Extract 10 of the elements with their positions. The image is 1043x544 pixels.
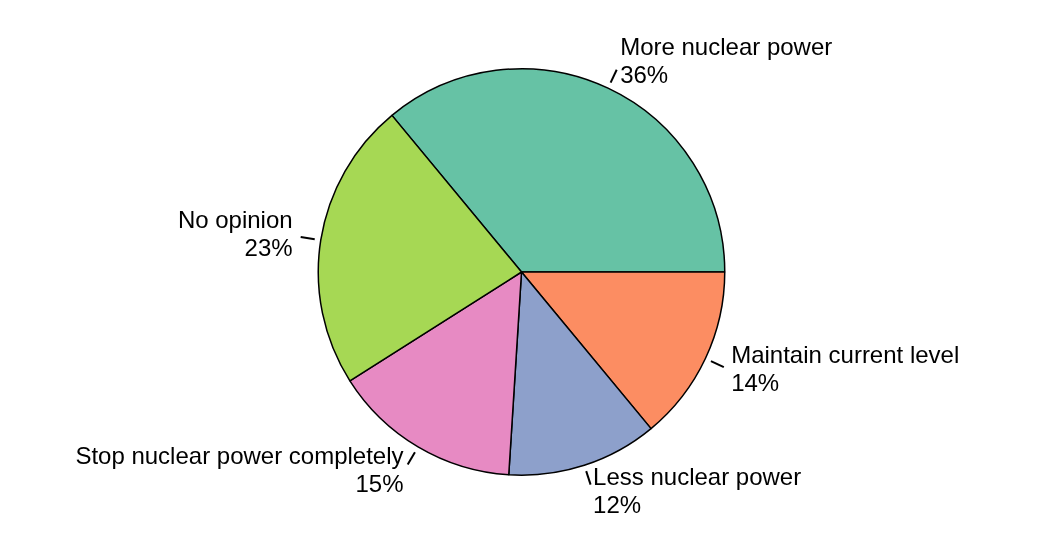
slice-label: Maintain current level (731, 341, 960, 369)
data-label: 23% (244, 234, 293, 262)
data-label: 36% (620, 60, 669, 88)
data-label: 15% (355, 470, 404, 498)
slice-label: More nuclear power (620, 32, 833, 60)
data-label: 14% (731, 369, 780, 397)
data-label: 12% (593, 490, 642, 518)
slice-label: Stop nuclear power completely (75, 442, 404, 470)
slice-label: No opinion (177, 206, 293, 234)
slice-label: Less nuclear power (593, 462, 802, 490)
